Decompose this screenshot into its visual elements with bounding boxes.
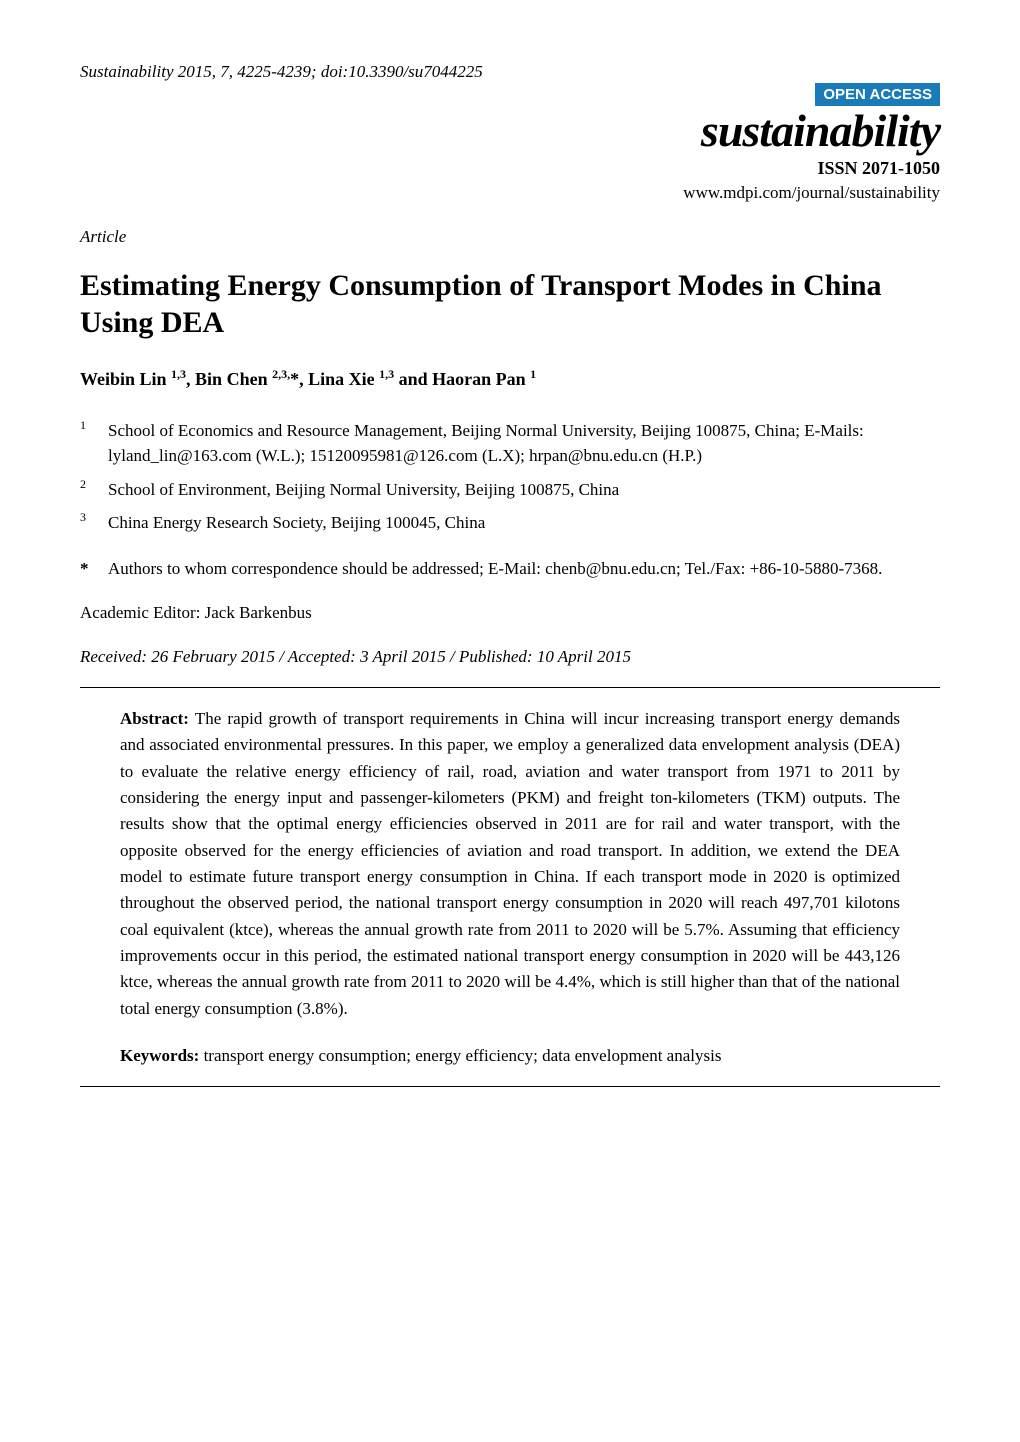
- correspondence-marker: *: [80, 556, 89, 582]
- journal-masthead: OPEN ACCESS sustainability ISSN 2071-105…: [80, 82, 940, 205]
- keywords-body: transport energy consumption; energy eff…: [204, 1046, 722, 1065]
- abstract-block: Abstract: The rapid growth of transport …: [80, 706, 940, 1068]
- journal-name: sustainability: [80, 108, 940, 154]
- affiliation-marker: 3: [80, 508, 86, 526]
- affiliation-item: 1 School of Economics and Resource Manage…: [80, 418, 940, 469]
- abstract-label: Abstract:: [120, 709, 189, 728]
- correspondence-block: * Authors to whom correspondence should …: [80, 556, 940, 582]
- authors-line: Weibin Lin 1,3, Bin Chen 2,3,*, Lina Xie…: [80, 366, 940, 392]
- keywords-paragraph: Keywords: transport energy consumption; …: [120, 1044, 900, 1068]
- bottom-divider: [80, 1086, 940, 1087]
- article-type: Article: [80, 225, 940, 249]
- journal-url: www.mdpi.com/journal/sustainability: [80, 181, 940, 205]
- article-dates: Received: 26 February 2015 / Accepted: 3…: [80, 645, 940, 669]
- affiliation-text: China Energy Research Society, Beijing 1…: [108, 513, 485, 532]
- affiliation-marker: 2: [80, 475, 86, 493]
- affiliation-item: 2 School of Environment, Beijing Normal U…: [80, 477, 940, 503]
- keywords-label: Keywords:: [120, 1046, 199, 1065]
- affiliation-marker: 1: [80, 416, 86, 434]
- journal-ref-text: Sustainability 2015, 7, 4225-4239; doi:1…: [80, 62, 483, 81]
- abstract-body: The rapid growth of transport requiremen…: [120, 709, 900, 1018]
- affiliation-text: School of Economics and Resource Managem…: [108, 421, 864, 466]
- open-access-badge: OPEN ACCESS: [815, 83, 940, 106]
- journal-reference: Sustainability 2015, 7, 4225-4239; doi:1…: [80, 60, 940, 84]
- journal-issn: ISSN 2071-1050: [80, 156, 940, 181]
- affiliation-list: 1 School of Economics and Resource Manage…: [80, 418, 940, 536]
- abstract-paragraph: Abstract: The rapid growth of transport …: [120, 706, 900, 1022]
- academic-editor: Academic Editor: Jack Barkenbus: [80, 601, 940, 625]
- correspondence-text: Authors to whom correspondence should be…: [108, 559, 882, 578]
- affiliation-text: School of Environment, Beijing Normal Un…: [108, 480, 619, 499]
- top-divider: [80, 687, 940, 688]
- article-title: Estimating Energy Consumption of Transpo…: [80, 267, 940, 342]
- affiliation-item: 3 China Energy Research Society, Beijing …: [80, 510, 940, 536]
